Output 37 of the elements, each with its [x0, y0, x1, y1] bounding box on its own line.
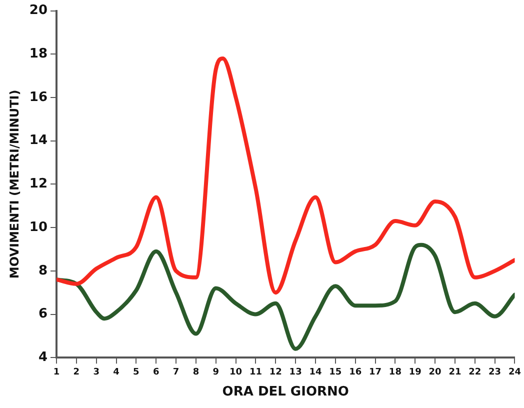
x-tick-label: 11: [249, 367, 262, 378]
x-tick-label: 3: [93, 367, 100, 378]
x-tick-label: 22: [468, 367, 482, 378]
y-tick-label: 8: [38, 263, 48, 278]
y-tick-label: 10: [29, 220, 48, 235]
x-tick-label: 24: [508, 367, 522, 378]
x-tick-label: 15: [329, 367, 342, 378]
x-tick-label: 10: [230, 367, 242, 378]
y-tick-label: 20: [29, 3, 48, 18]
x-tick-label: 8: [192, 367, 200, 378]
x-tick-label: 19: [408, 367, 422, 378]
x-tick-label: 2: [73, 367, 80, 378]
line-series: [56, 242, 515, 351]
y-tick-label: 4: [38, 350, 48, 365]
x-tick-label: 18: [388, 367, 402, 378]
y-tick-label: 12: [29, 176, 48, 192]
x-tick-label: 16: [349, 367, 362, 378]
x-tick-label: 21: [448, 367, 462, 378]
x-tick-label: 9: [212, 367, 220, 378]
x-tick-label: 5: [133, 367, 140, 378]
x-tick-label: 20: [428, 367, 442, 378]
y-tick-label: 16: [29, 90, 48, 105]
x-tick-label: 13: [289, 367, 302, 378]
x-tick-label: 6: [152, 367, 160, 378]
y-tick-label: 18: [29, 46, 48, 62]
y-tick-label: 14: [29, 133, 48, 148]
x-tick-label: 7: [172, 367, 180, 378]
x-tick-label: 14: [309, 367, 322, 378]
line-series: [56, 56, 515, 295]
x-axis-title: ORA DEL GIORNO: [222, 384, 349, 400]
x-tick-label: 1: [53, 367, 60, 378]
x-tick-label: 23: [488, 367, 502, 378]
y-tick-label: 6: [38, 306, 48, 322]
x-tick-label: 17: [369, 367, 382, 378]
x-tick-label: 4: [113, 367, 120, 378]
y-axis-title: MOVIMENTI (METRI/MINUTI): [7, 90, 22, 279]
x-tick-label: 12: [269, 367, 282, 378]
